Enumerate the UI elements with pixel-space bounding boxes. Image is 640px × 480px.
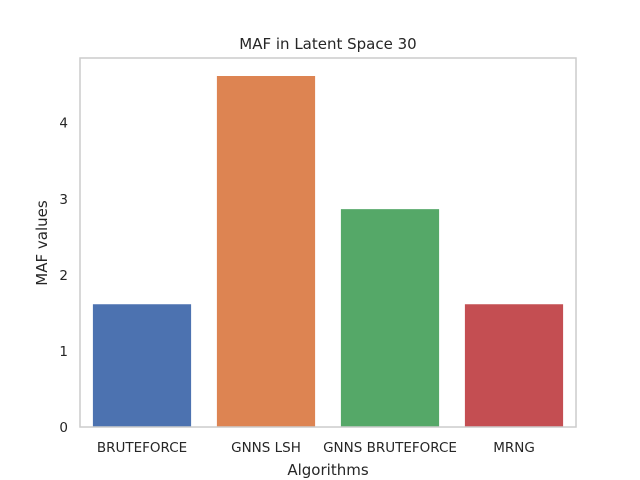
x-tick-label: GNNS LSH	[231, 440, 301, 456]
x-tick-label: MRNG	[493, 440, 535, 456]
x-axis-ticks: BRUTEFORCE GNNS LSH GNNS BRUTEFORCE MRNG	[97, 440, 535, 456]
chart-title: MAF in Latent Space 30	[239, 35, 416, 53]
x-tick-label: BRUTEFORCE	[97, 440, 187, 456]
bar-gnns-lsh	[215, 74, 317, 428]
plot-frame	[79, 57, 577, 428]
plot-border	[79, 57, 577, 428]
bar-mrng	[463, 303, 565, 428]
y-tick-label: 1	[59, 344, 68, 360]
x-axis-label: Algorithms	[287, 461, 368, 479]
y-tick-label: 3	[59, 192, 68, 208]
x-tick-label: GNNS BRUTEFORCE	[323, 440, 457, 456]
bars-group	[91, 74, 565, 428]
y-tick-label: 0	[59, 420, 68, 436]
y-axis-ticks: 0 1 2 3 4	[59, 116, 68, 436]
bar-bruteforce	[91, 303, 193, 428]
y-tick-label: 2	[59, 268, 68, 284]
y-axis-label: MAF values	[33, 200, 51, 286]
y-tick-label: 4	[59, 116, 68, 132]
bar-gnns-bruteforce	[339, 208, 441, 428]
